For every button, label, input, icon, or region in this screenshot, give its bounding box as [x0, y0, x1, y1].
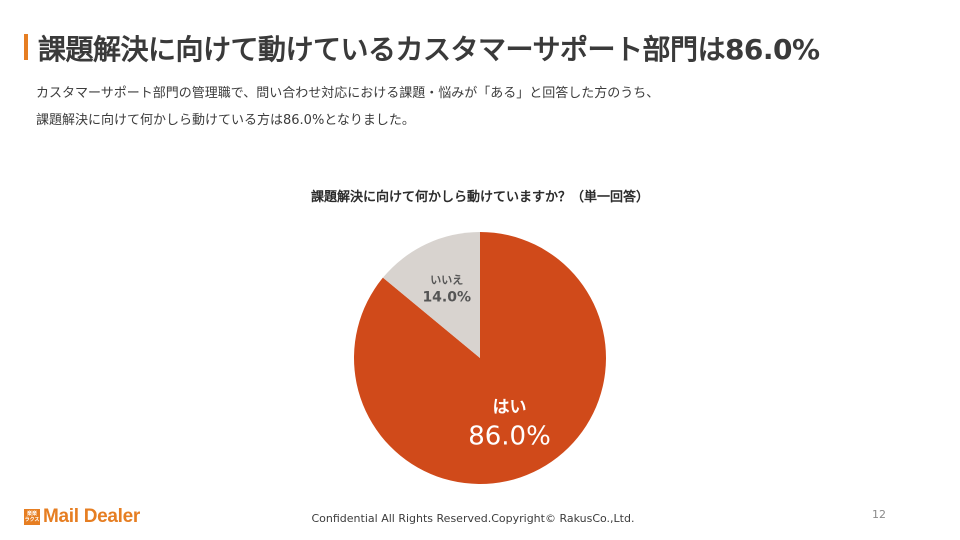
- page-number: 12: [872, 508, 886, 521]
- description: カスタマーサポート部門の管理職で、問い合わせ対応における課題・悩みが「ある」と回…: [36, 80, 659, 134]
- logo-mark-icon: 楽楽 ラクス: [24, 509, 40, 525]
- logo-text: Mail Dealer: [43, 506, 141, 527]
- pie-slice-no: [382, 232, 480, 358]
- logo: 楽楽 ラクス Mail Dealer: [24, 506, 140, 528]
- page-title: 課題解決に向けて動けているカスタマーサポート部門は86.0%: [38, 33, 820, 66]
- title-accent-bar: [24, 34, 28, 60]
- chart-title: 課題解決に向けて何かしら動けていますか？（単一回答）: [310, 190, 649, 205]
- slice-label: はい: [493, 398, 527, 418]
- slice-value-label: 14.0%: [422, 289, 471, 305]
- pie-chart: はい 86.0% いいえ 14.0%: [354, 232, 606, 484]
- slice-label: いいえ: [430, 273, 463, 286]
- slice-value-label: 86.0%: [468, 422, 551, 452]
- description-line-2: 課題解決に向けて何かしら動けている方は86.0%となりました。: [36, 113, 415, 128]
- footer-copyright: Confidential All Rights Reserved.Copyrig…: [311, 512, 635, 525]
- description-line-1: カスタマーサポート部門の管理職で、問い合わせ対応における課題・悩みが「ある」と回…: [36, 86, 660, 101]
